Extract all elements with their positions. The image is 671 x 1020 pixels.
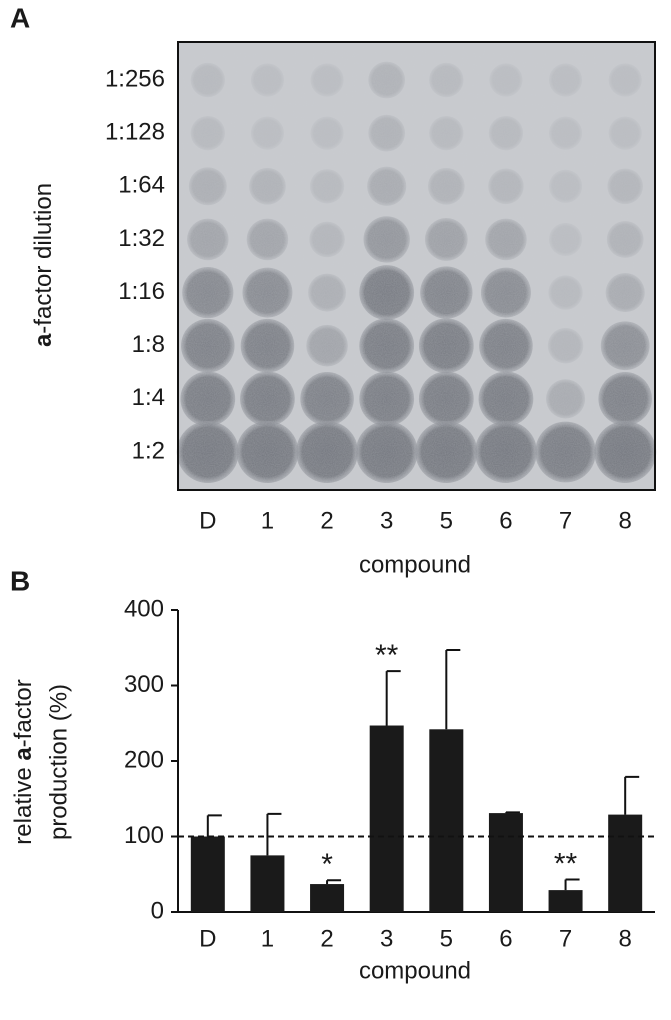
label-part: a: [10, 747, 37, 761]
x-tick-label: D: [199, 925, 216, 952]
significance-label: **: [554, 847, 578, 880]
bar: [190, 836, 225, 912]
row-label: 1:128: [105, 118, 165, 145]
y-axis-label: production (%): [45, 684, 72, 840]
y-tick-label: 400: [124, 595, 164, 622]
panel-label: A: [10, 2, 30, 33]
plate-texture: [178, 42, 655, 490]
y-tick-label: 300: [124, 671, 164, 698]
column-label: D: [199, 507, 216, 534]
plate-border: [177, 41, 656, 491]
y-tick-label: 200: [124, 746, 164, 773]
row-label: 1:256: [105, 65, 165, 92]
bar: [310, 884, 345, 912]
column-label: 3: [380, 507, 393, 534]
x-tick-label: 7: [559, 925, 572, 952]
column-label: 1: [261, 507, 274, 534]
error-bar: [206, 814, 222, 837]
label-part: relative: [10, 761, 37, 845]
error-bar: [504, 811, 520, 814]
bar: [488, 813, 523, 912]
row-label: 1:8: [132, 331, 165, 358]
label-part: a: [30, 333, 57, 347]
x-tick-label: 8: [619, 925, 632, 952]
row-label: 1:2: [132, 437, 165, 464]
error-bar: [326, 879, 342, 885]
bar: [250, 855, 285, 912]
y-axis-label: relative a-factor: [10, 679, 37, 844]
row-label: 1:32: [118, 225, 165, 252]
column-label: 6: [499, 507, 512, 534]
error-bar: [266, 812, 282, 856]
y-axis-label: a-factor dilution: [30, 183, 57, 347]
significance-label: **: [375, 639, 399, 672]
row-label: 1:64: [118, 172, 165, 199]
error-bar: [385, 670, 401, 726]
bar: [369, 725, 404, 912]
bar: [429, 729, 464, 912]
error-bar: [445, 649, 461, 730]
significance-label: *: [321, 848, 333, 881]
row-label: 1:16: [118, 278, 165, 305]
error-bar: [564, 878, 580, 891]
label-part: -factor: [10, 679, 37, 747]
row-label: 1:4: [132, 384, 165, 411]
x-tick-label: 5: [440, 925, 453, 952]
bar: [548, 890, 583, 912]
x-tick-label: 2: [320, 925, 333, 952]
column-label: 5: [440, 507, 453, 534]
y-tick-label: 0: [151, 897, 164, 924]
column-label: 8: [619, 507, 632, 534]
x-tick-label: 1: [261, 925, 274, 952]
x-axis-label: compound: [359, 957, 471, 984]
column-label: 2: [320, 507, 333, 534]
y-tick-label: 100: [124, 822, 164, 849]
bar: [608, 814, 643, 912]
label-part: -factor dilution: [30, 183, 57, 334]
x-axis-label: compound: [359, 551, 471, 578]
column-label: 7: [559, 507, 572, 534]
error-bar: [624, 775, 640, 815]
x-tick-label: 3: [380, 925, 393, 952]
x-tick-label: 6: [499, 925, 512, 952]
panel-label: B: [10, 565, 30, 596]
